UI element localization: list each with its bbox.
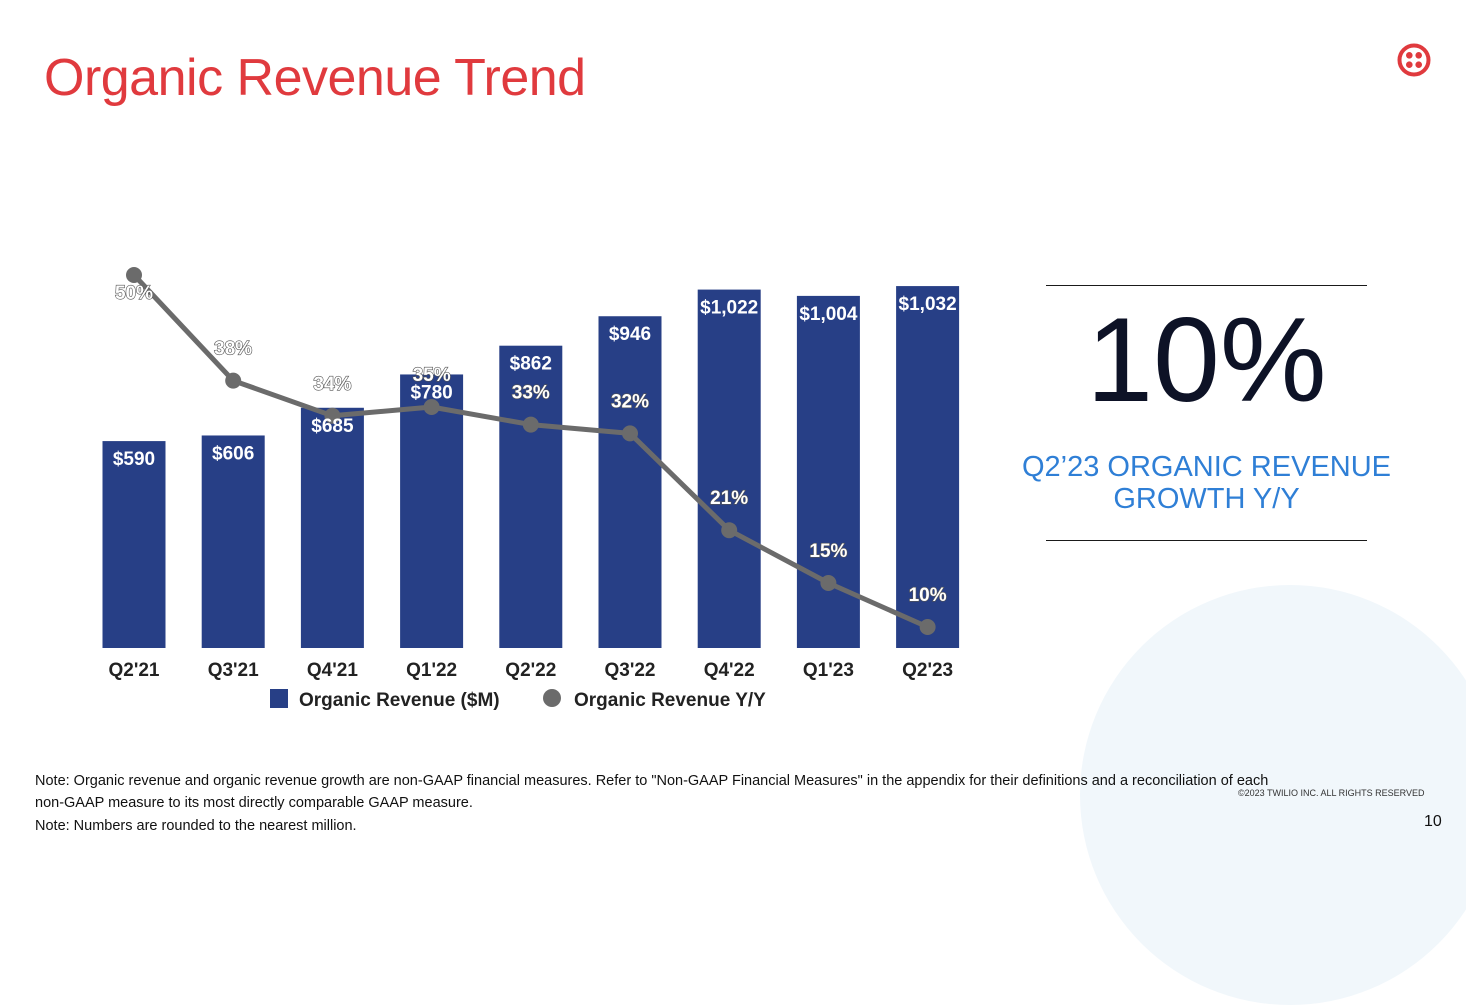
growth-point [919,619,936,635]
revenue-bar-label: $1,004 [799,304,858,325]
kpi-value: 10% [1086,293,1327,427]
revenue-bar-label: $606 [212,443,254,464]
legend-label-growth: Organic Revenue Y/Y [574,690,766,711]
organic-revenue-chart: $590 $606 $685 $780 $862 $946 $1,022 $1,004 $1,0… [102,267,960,711]
growth-point [423,399,440,415]
revenue-bar-label: $862 [510,354,552,375]
growth-data-label: 21% [710,488,748,509]
growth-data-label: 34% [313,374,351,395]
category-axis: Q2'21 Q3'21 Q4'21 Q1'22 Q2'22 Q3'22 Q4'22 Q1'23… [109,660,954,681]
legend: Organic Revenue ($M) Organic Revenue Y/Y [270,689,766,711]
growth-point [721,522,738,539]
revenue-bar [300,407,364,648]
category-tick-label: Q2'22 [505,660,556,681]
growth-point [522,416,539,433]
growth-point [225,372,242,389]
category-tick-label: Q2'23 [902,660,953,681]
revenue-bar [697,289,761,648]
growth-data-label: 50% [115,283,153,304]
category-tick-label: Q4'22 [704,660,755,681]
line-layer [126,267,936,635]
page-title: Organic Revenue Trend [44,49,586,107]
revenue-bar [400,374,464,648]
legend-swatch-revenue [270,689,288,708]
category-tick-label: Q3'21 [208,660,259,681]
revenue-bar [102,441,166,648]
growth-data-label: 10% [909,585,947,606]
growth-data-label: 15% [809,541,847,562]
growth-data-label: 35% [413,365,451,386]
growth-data-label: 38% [214,339,252,360]
revenue-bar-label: $685 [311,416,354,437]
revenue-bar-label: $590 [113,449,155,470]
footnote-line-1: Note: Organic revenue and organic revenu… [35,773,1269,789]
footnote-line-2: non-GAAP measure to its most directly co… [35,795,473,811]
growth-data-label: 33% [512,383,550,404]
category-tick-label: Q3'22 [605,660,656,681]
category-tick-label: Q1'22 [406,660,457,681]
footnote-line-3: Note: Numbers are rounded to the nearest… [35,818,357,834]
revenue-bar-label: $1,032 [899,294,957,315]
kpi-top-rule [1046,285,1367,286]
revenue-bar [598,316,662,648]
category-tick-label: Q2'21 [109,660,160,681]
legend-label-revenue: Organic Revenue ($M) [299,690,500,711]
revenue-bar [201,435,265,648]
revenue-bar-label: $1,022 [700,298,758,319]
kpi-bottom-rule [1046,540,1367,541]
revenue-bar-label: $780 [410,382,452,403]
growth-point [324,407,341,424]
growth-data-label: 32% [611,391,649,412]
page-number: 10 [1424,813,1442,830]
revenue-bar [896,286,960,648]
copyright-notice: ©2023 TWILIO INC. ALL RIGHTS RESERVED [1238,788,1425,798]
revenue-bar [499,345,563,648]
revenue-bar-label: $946 [609,324,651,345]
twilio-logo-icon [1397,43,1431,77]
growth-point [622,425,638,442]
category-tick-label: Q1'23 [803,660,854,681]
growth-point [820,575,837,591]
legend-swatch-growth [543,689,561,707]
kpi-label: Q2’23 ORGANIC REVENUE GROWTH Y/Y [1021,451,1392,515]
category-tick-label: Q4'21 [307,660,358,681]
growth-point [126,267,142,283]
labels-layer: $590 $606 $685 $780 $862 $946 $1,022 $1,004 $1,0… [113,282,957,606]
